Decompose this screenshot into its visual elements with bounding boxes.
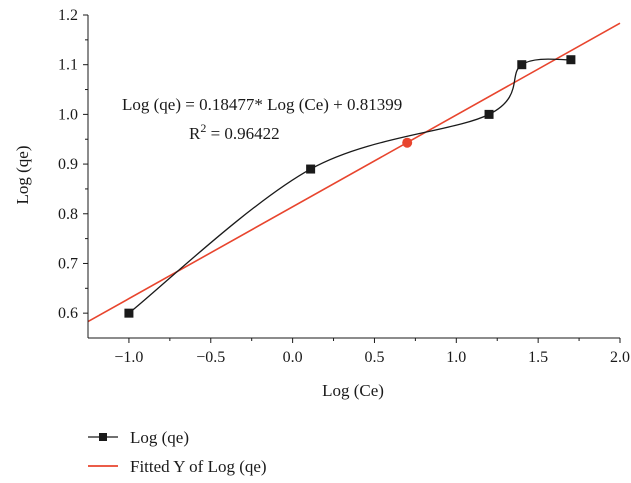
x-tick-label: 0.5 [364,349,384,366]
r-squared-symbol: R [189,124,201,143]
fit-line [87,22,621,323]
legend-entry-data: Log (qe) [88,428,189,447]
x-axis-label: Log (Ce) [322,381,384,400]
x-tick-label: 1.5 [528,349,548,366]
y-axis-label: Log (qe) [13,145,32,204]
y-tick-label: 0.9 [58,156,78,173]
r-squared: R2 = 0.96422 [189,121,280,143]
x-tick-label: 0.0 [283,349,303,366]
data-point-marker [484,109,494,119]
y-tick-label: 0.6 [58,305,78,322]
data-point-marker [517,60,527,70]
fit-highlight-point [402,137,413,148]
r-squared-value: = 0.96422 [206,124,279,143]
y-tick-label: 1.0 [58,106,78,123]
fit-line-layer [87,22,621,323]
fit-equation: Log (qe) = 0.18477* Log (Ce) + 0.81399 [122,95,402,114]
legend-entry-fit: Fitted Y of Log (qe) [88,457,267,476]
axes-layer: −1.0 −0.5 0.0 0.5 1.0 1.5 2.0 0.6 0.7 0.8 0.9 1.0 1.… [58,7,630,366]
y-tick-label: 1.1 [58,57,78,74]
x-tick-label: −0.5 [196,349,225,366]
legend-data-label: Log (qe) [130,428,189,447]
legend-data-swatch-marker [99,433,107,441]
data-point-marker [124,308,134,318]
y-tick-label: 0.7 [58,255,78,272]
data-point-marker [566,55,576,65]
legend: Log (qe) Fitted Y of Log (qe) [88,428,267,476]
data-marker-layer [124,55,576,318]
x-tick-label: −1.0 [114,349,143,366]
y-tick-label: 0.8 [58,206,78,223]
x-tick-label: 2.0 [610,349,630,366]
y-tick-label: 1.2 [58,7,78,24]
legend-fit-label: Fitted Y of Log (qe) [130,457,267,476]
x-tick-label: 1.0 [446,349,466,366]
data-point-marker [306,164,316,174]
r-squared-superscript: 2 [200,121,206,135]
